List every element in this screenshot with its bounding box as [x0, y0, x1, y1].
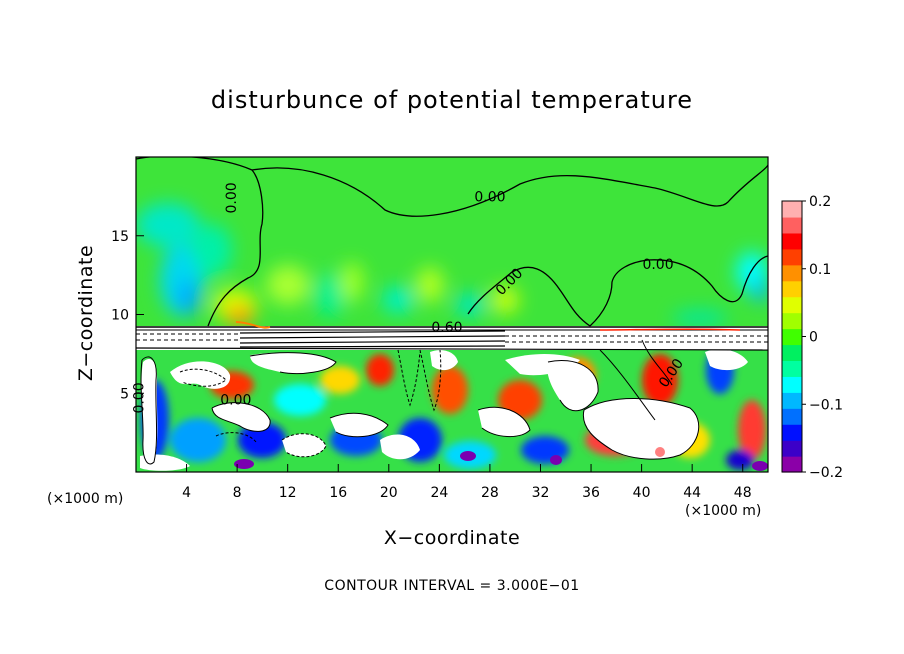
contour-label-text: 0.00	[224, 182, 240, 213]
x-axis-label: X−coordinate	[383, 527, 521, 549]
x-tick-label: 4	[182, 485, 191, 501]
contour-label-text: 0.00	[642, 257, 673, 273]
interface-band	[136, 321, 768, 351]
contour-label-text: 0.00	[220, 393, 251, 409]
y-tick-label: 10	[111, 308, 129, 324]
contour-label: 0.60	[431, 320, 462, 336]
heatmap-field	[136, 157, 768, 472]
contour-interval-note: CONTOUR INTERVAL = 3.000E−01	[324, 578, 580, 594]
x-tick-label: 36	[582, 485, 600, 501]
colorbar-swatch	[782, 312, 802, 330]
y-tick-label: 5	[120, 386, 129, 402]
contour-label-text: 0.00	[474, 189, 505, 205]
colorbar-swatch	[782, 360, 802, 377]
contour-label: 0.00	[474, 189, 505, 205]
x-unit-label-left: (×1000 m)	[47, 491, 124, 507]
contour-label: 0.00	[224, 182, 240, 213]
x-unit-label-right: (×1000 m)	[685, 503, 762, 519]
colorbar-tick-label: −0.1	[809, 397, 843, 413]
x-tick-label: 44	[683, 485, 701, 501]
x-tick-label: 40	[633, 485, 651, 501]
contour-label-text: 0.60	[431, 320, 462, 336]
colorbar-swatch	[782, 392, 802, 409]
upper-layer-anomalies	[136, 203, 768, 326]
contour-label-text: 0.00	[132, 382, 148, 413]
lower-layer-anomalies	[141, 346, 766, 470]
x-tick-label: 28	[481, 485, 499, 501]
contour-lines-upper	[136, 157, 768, 327]
colorbar-swatch	[782, 201, 802, 218]
colorbar-swatch	[782, 376, 802, 393]
colorbar-swatch	[782, 296, 802, 314]
hot-spot	[655, 447, 665, 457]
colorbar-tick-label: −0.2	[809, 465, 843, 481]
x-tick-label: 12	[279, 485, 297, 501]
colorbar-swatch	[782, 216, 802, 234]
x-tick-label: 20	[380, 485, 398, 501]
colorbar-swatch	[782, 456, 802, 473]
colorbar-swatch	[782, 248, 802, 266]
colorbar-swatch	[782, 280, 802, 298]
x-axis: 4 8 12 16 20 24 28 32 36 40 44 48	[182, 464, 752, 501]
y-axis: 5 10 15	[111, 229, 144, 402]
colorbar: 0.2 0.1 0 −0.1 −0.2	[781, 194, 843, 481]
lower-layer-white-regions	[140, 349, 748, 471]
y-tick-label: 15	[111, 229, 129, 245]
colorbar-swatch	[782, 408, 802, 425]
x-tick-label: 32	[532, 485, 550, 501]
chart-title: disturbunce of potential temperature	[210, 86, 694, 114]
contour-lines-lower-dashed	[179, 349, 442, 458]
colorbar-tick-label: 0	[809, 330, 818, 346]
contour-label: 0.00	[220, 393, 251, 409]
colorbar-tick-label: 0.1	[809, 262, 831, 278]
contour-label: 0.00	[642, 257, 673, 273]
lower-layer-purple-spots	[234, 451, 768, 471]
contour-label: 0.00	[132, 382, 148, 413]
y-axis-label: Z−coordinate	[75, 244, 97, 382]
colorbar-swatch	[782, 344, 802, 362]
x-tick-label: 24	[430, 485, 448, 501]
x-tick-label: 16	[329, 485, 347, 501]
colorbar-swatch	[782, 440, 802, 457]
contour-lines-lower	[140, 339, 700, 465]
x-tick-label: 48	[734, 485, 752, 501]
colorbar-swatch	[782, 264, 802, 282]
colorbar-swatch	[782, 232, 802, 250]
colorbar-tick-label: 0.2	[809, 194, 831, 210]
x-tick-label: 8	[233, 485, 242, 501]
colorbar-swatch	[782, 328, 802, 346]
colorbar-swatch	[782, 424, 802, 441]
